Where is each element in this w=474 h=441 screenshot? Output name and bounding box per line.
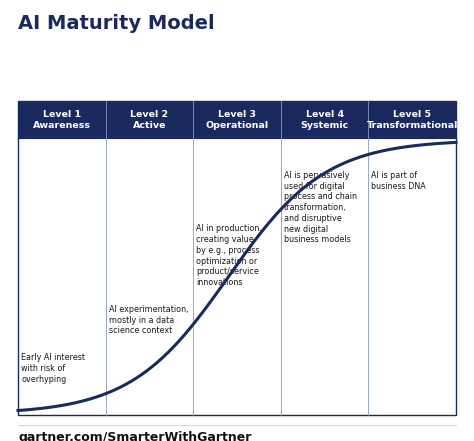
Text: AI is pervasively
used for digital
process and chain
transformation,
and disrupt: AI is pervasively used for digital proce… <box>284 171 357 244</box>
Text: AI is part of
business DNA: AI is part of business DNA <box>372 171 426 191</box>
Text: AI in production,
creating value
by e.g., process
optimization or
product/servic: AI in production, creating value by e.g.… <box>196 224 262 287</box>
Text: AI experimentation,
mostly in a data
science context: AI experimentation, mostly in a data sci… <box>109 305 188 336</box>
Text: AI Maturity Model: AI Maturity Model <box>18 14 215 33</box>
Text: Early AI interest
with risk of
overhyping: Early AI interest with risk of overhypin… <box>21 353 85 384</box>
Text: gartner.com/SmarterWithGartner: gartner.com/SmarterWithGartner <box>18 430 251 441</box>
Text: Level 1
Awareness: Level 1 Awareness <box>33 110 91 130</box>
Text: Level 3
Operational: Level 3 Operational <box>205 110 269 130</box>
Text: Level 5
Transformational: Level 5 Transformational <box>366 110 458 130</box>
Bar <box>18 101 456 415</box>
Text: Level 2
Active: Level 2 Active <box>130 110 168 130</box>
Text: Level 4
Systemic: Level 4 Systemic <box>301 110 349 130</box>
Bar <box>18 101 456 138</box>
